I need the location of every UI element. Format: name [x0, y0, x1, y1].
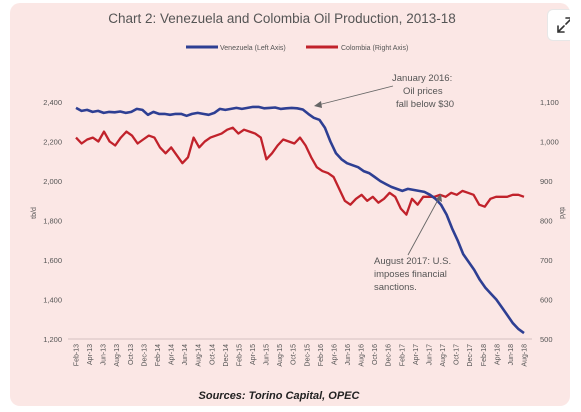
x-tick-label: Aug-14	[196, 344, 203, 367]
x-tick-label: Dec-14	[223, 344, 230, 367]
x-tick-label: Oct-13	[128, 344, 135, 365]
legend-label-colombia: Colombia (Right Axis)	[341, 45, 408, 52]
y-axis-right-ticks: 500 600 700 800 900 1,000 1,100	[540, 98, 559, 344]
annotation-jan-2016-line3: fall below $30	[396, 99, 454, 110]
x-tick-label: Apr-17	[413, 344, 420, 365]
annotation-aug-2017-line1: August 2017: U.S.	[374, 256, 451, 267]
x-tick-label: Jun-15	[264, 344, 271, 366]
x-tick-label: Aug-17	[440, 344, 447, 367]
x-tick-label: Apr-18	[494, 344, 501, 365]
x-tick-label: Aug-13	[114, 344, 121, 367]
chart-card: Chart 2: Venezuela and Colombia Oil Prod…	[10, 3, 570, 406]
y-right-tick-label: 1,100	[540, 98, 559, 107]
x-tick-label: Apr-14	[169, 344, 176, 365]
y-right-tick-label: 500	[540, 335, 553, 344]
annotation-jan-2016-arrowhead	[314, 101, 322, 108]
x-tick-label: Apr-13	[87, 344, 94, 365]
x-tick-label: Jun-18	[508, 344, 515, 366]
y-axis-left-label: tb/d	[31, 207, 38, 219]
x-tick-label: Jun-17	[426, 344, 433, 366]
y-left-tick-label: 2,200	[43, 138, 62, 147]
x-tick-label: Aug-16	[359, 344, 366, 367]
x-tick-label: Apr-15	[250, 344, 257, 365]
annotation-jan-2016: January 2016: Oil prices fall below $30	[314, 73, 454, 110]
x-tick-label: Oct-14	[209, 344, 216, 365]
expand-diagonal-icon	[557, 17, 570, 33]
annotation-jan-2016-arrow	[317, 85, 394, 106]
x-tick-label: Aug-15	[277, 344, 284, 367]
legend: Venezuela (Left Axis) Colombia (Right Ax…	[186, 45, 408, 52]
annotation-aug-2017-arrowhead	[436, 194, 442, 202]
x-tick-label: Jun-16	[345, 344, 352, 366]
y-right-tick-label: 600	[540, 296, 553, 305]
x-tick-label: Feb-18	[481, 344, 488, 366]
y-left-tick-label: 1,400	[43, 296, 62, 305]
x-tick-label: Oct-15	[291, 344, 298, 365]
x-tick-label: Feb-16	[318, 344, 325, 366]
y-left-tick-label: 1,800	[43, 217, 62, 226]
y-right-tick-label: 700	[540, 256, 553, 265]
annotation-aug-2017-arrow	[407, 197, 440, 256]
x-tick-label: Dec-15	[304, 344, 311, 367]
annotation-aug-2017-line3: sanctions.	[374, 282, 417, 293]
y-right-tick-label: 800	[540, 217, 553, 226]
x-tick-label: Jun-13	[101, 344, 108, 366]
x-tick-label: Feb-17	[399, 344, 406, 366]
x-tick-label: Feb-15	[236, 344, 243, 366]
y-right-tick-label: 1,000	[540, 138, 559, 147]
x-tick-label: Oct-16	[372, 344, 379, 365]
chart-source: Sources: Torino Capital, OPEC	[199, 390, 361, 402]
x-tick-label: Dec-13	[141, 344, 148, 367]
x-tick-label: Oct-17	[454, 344, 461, 365]
y-axis-right-label: tb/d	[558, 207, 565, 219]
y-left-tick-label: 2,000	[43, 177, 62, 186]
y-axis-left-ticks: 1,200 1,400 1,600 1,800 2,000 2,200 2,400	[43, 98, 62, 344]
annotation-jan-2016-line2: Oil prices	[403, 86, 443, 97]
y-left-tick-label: 2,400	[43, 98, 62, 107]
y-left-tick-label: 1,600	[43, 256, 62, 265]
x-tick-label: Aug-18	[522, 344, 529, 367]
x-tick-label: Dec-16	[386, 344, 393, 367]
expand-button[interactable]	[547, 9, 570, 41]
legend-label-venezuela: Venezuela (Left Axis)	[220, 45, 286, 52]
annotation-jan-2016-line1: January 2016:	[392, 73, 452, 84]
annotation-aug-2017: August 2017: U.S. imposes financial sanc…	[374, 194, 451, 293]
series-line-venezuela	[75, 105, 525, 335]
series-line-colombia	[75, 126, 525, 216]
oil-production-chart: Chart 2: Venezuela and Colombia Oil Prod…	[31, 11, 565, 402]
x-axis-ticks: Feb-13 Apr-13 Jun-13 Aug-13 Oct-13 Dec-13 Feb-…	[74, 344, 529, 367]
x-tick-label: Feb-13	[74, 344, 81, 366]
y-right-tick-label: 900	[540, 177, 553, 186]
chart-title: Chart 2: Venezuela and Colombia Oil Prod…	[108, 11, 455, 26]
x-tick-label: Dec-17	[467, 344, 474, 367]
y-left-tick-label: 1,200	[43, 335, 62, 344]
x-tick-label: Feb-14	[155, 344, 162, 366]
x-tick-label: Jun-14	[182, 344, 189, 366]
annotation-aug-2017-line2: imposes financial	[374, 269, 447, 280]
x-tick-label: Apr-16	[331, 344, 338, 365]
